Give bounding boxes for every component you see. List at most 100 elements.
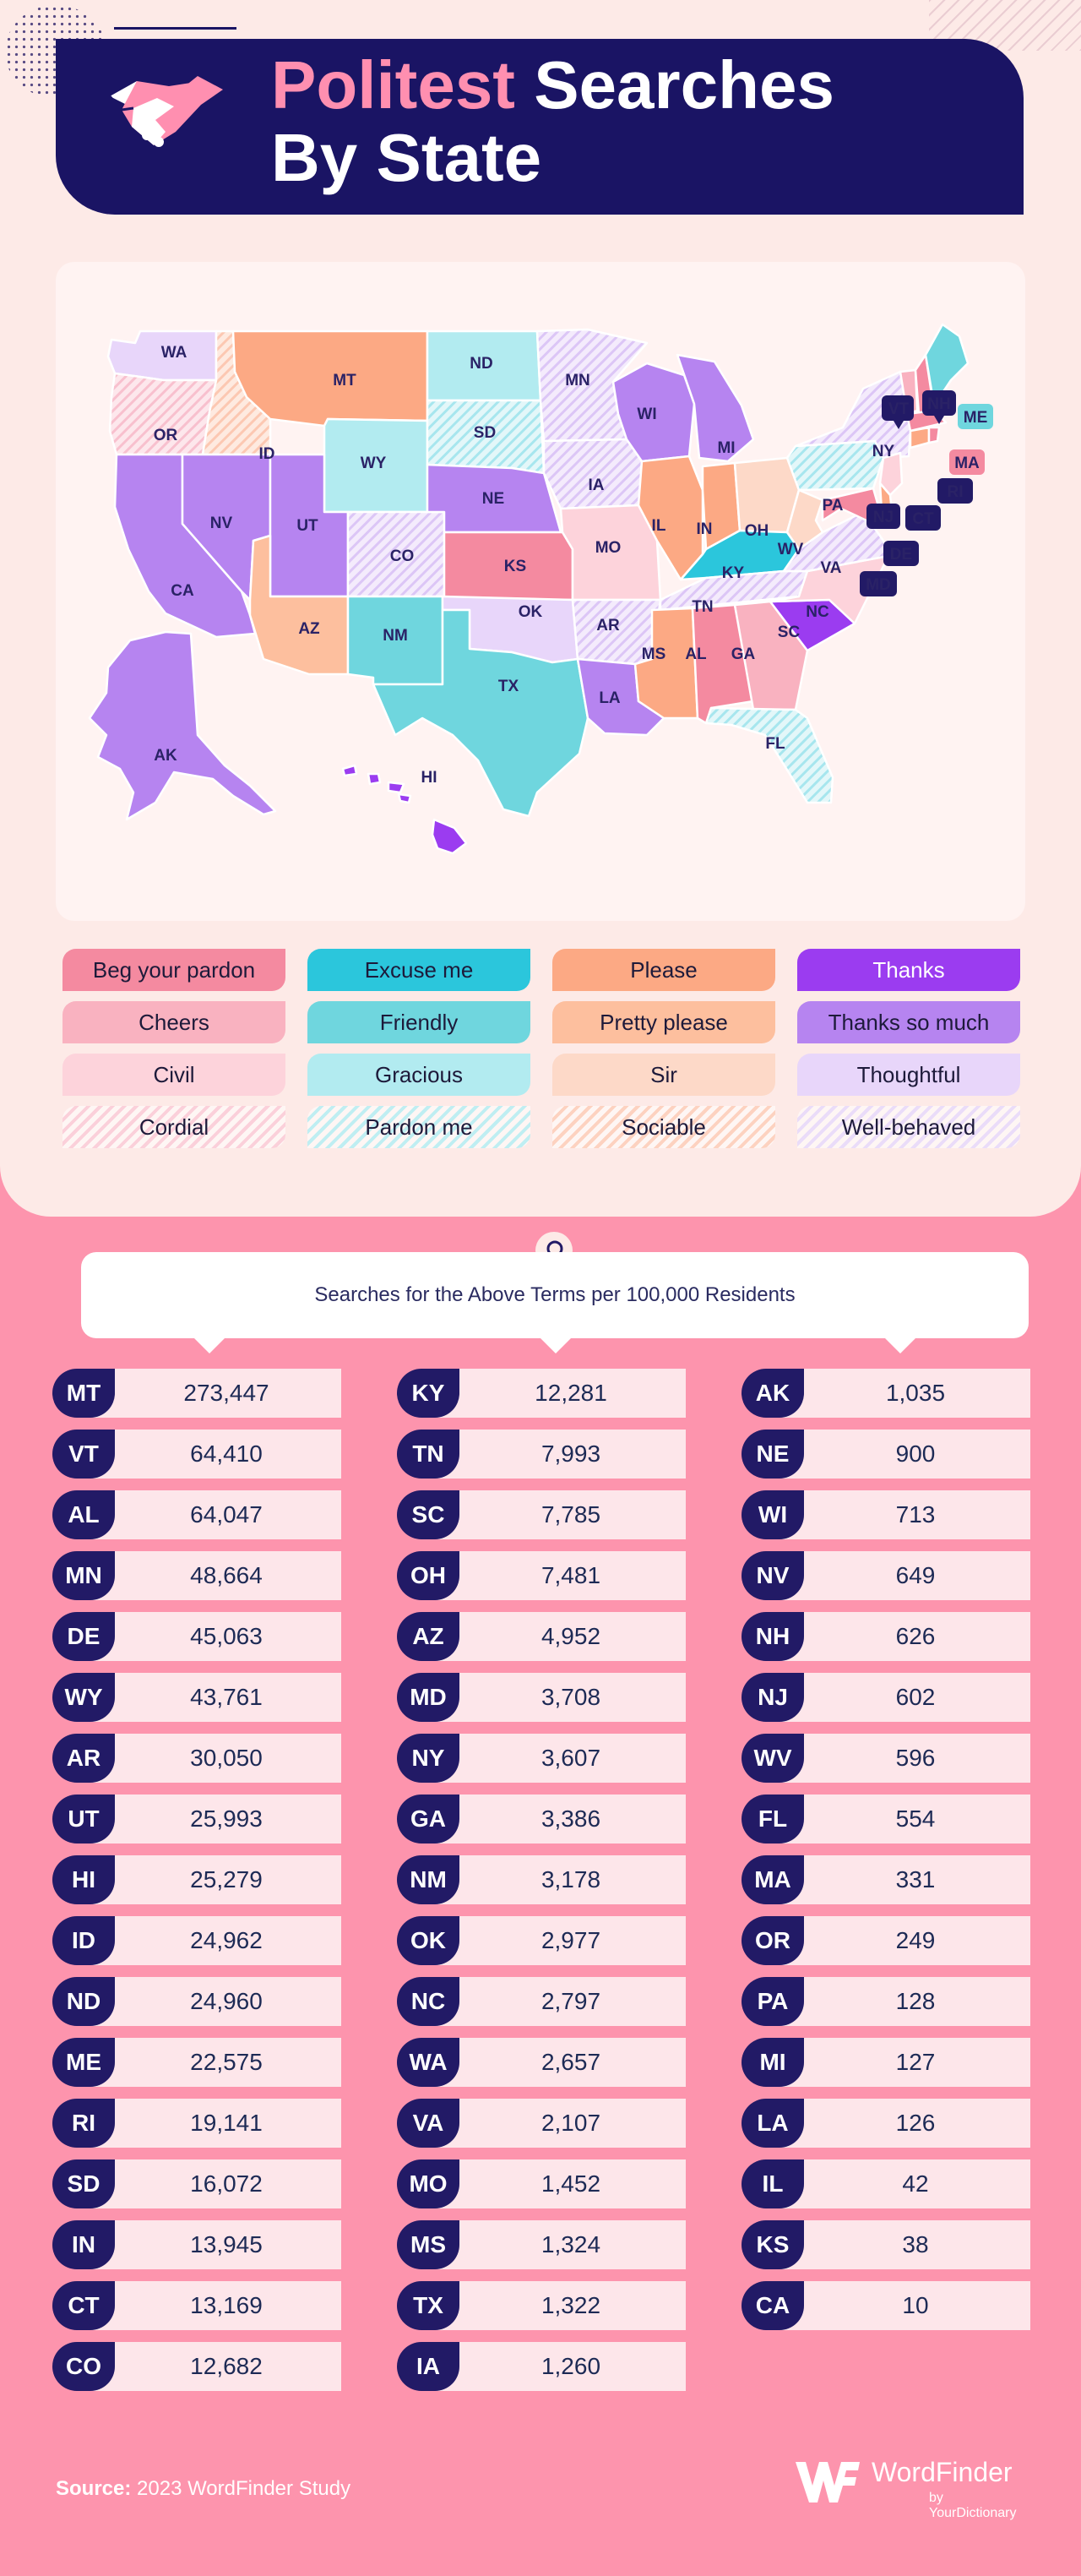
ranking-row: 16,072 SD: [52, 2159, 341, 2208]
state-ak: [88, 630, 277, 821]
ranking-row: 3,386 GA: [397, 1794, 686, 1844]
ranking-state-badge: ND: [52, 1977, 115, 2026]
legend-item: Pretty please: [552, 1001, 775, 1043]
legend-item: Sir: [552, 1054, 775, 1096]
ranking-row: 3,607 NY: [397, 1734, 686, 1783]
map-label-ma: MA: [954, 455, 980, 472]
map-label-nh: NH: [927, 395, 950, 413]
ranking-row: 64,047 AL: [52, 1490, 341, 1539]
page-title: Politest Searches By State: [271, 49, 834, 194]
map-label-ky: KY: [722, 564, 745, 582]
map-label-ms: MS: [642, 645, 666, 663]
ranking-row: 273,447 MT: [52, 1369, 341, 1418]
ranking-state-badge: MA: [741, 1855, 804, 1904]
map-label-ok: OK: [519, 603, 543, 621]
map-label-tx: TX: [498, 678, 519, 695]
legend-item: Cheers: [62, 1001, 285, 1043]
ranking-value: 128: [775, 1977, 1030, 2026]
ranking-value: 331: [775, 1855, 1030, 1904]
ranking-value: 1,260: [431, 2342, 686, 2391]
ranking-row: 13,945 IN: [52, 2220, 341, 2269]
ranking-state-badge: IN: [52, 2220, 115, 2269]
ranking-state-badge: CO: [52, 2342, 115, 2391]
ranking-row: 2,107 VA: [397, 2099, 686, 2148]
map-label-ct: CT: [912, 510, 934, 528]
ranking-state-badge: CT: [52, 2281, 115, 2330]
state-nj: [878, 451, 904, 497]
map-label-az: AZ: [298, 620, 320, 638]
ranking-row: 596 WV: [741, 1734, 1030, 1783]
ranking-value: 42: [775, 2159, 1030, 2208]
ranking-value: 19,141: [86, 2099, 341, 2148]
ranking-row: 713 WI: [741, 1490, 1030, 1539]
ranking-value: 43,761: [86, 1673, 341, 1722]
ranking-row: 3,178 NM: [397, 1855, 686, 1904]
ranking-value: 13,169: [86, 2281, 341, 2330]
ranking-row: 128 PA: [741, 1977, 1030, 2026]
search-caption-bubble: Searches for the Above Terms per 100,000…: [81, 1252, 1029, 1338]
top-section: Politest Searches By State: [0, 0, 1081, 1217]
legend-item: Well-behaved: [797, 1106, 1020, 1148]
map-label-id: ID: [259, 445, 275, 463]
ranking-value: 602: [775, 1673, 1030, 1722]
map-label-la: LA: [599, 689, 621, 707]
ranking-state-badge: NE: [741, 1430, 804, 1479]
ranking-state-badge: OK: [397, 1916, 459, 1965]
ranking-row: 602 NJ: [741, 1673, 1030, 1722]
ranking-state-badge: TN: [397, 1430, 459, 1479]
ranking-row: 12,682 CO: [52, 2342, 341, 2391]
state-ct: [909, 426, 931, 449]
ranking-state-badge: NC: [397, 1977, 459, 2026]
map-label-va: VA: [821, 559, 842, 577]
map-label-mt: MT: [333, 372, 356, 389]
ranking-state-badge: NV: [741, 1551, 804, 1600]
map-label-pa: PA: [823, 497, 844, 515]
ranking-value: 2,657: [431, 2038, 686, 2087]
legend-item: Pardon me: [307, 1106, 530, 1148]
ranking-state-badge: MN: [52, 1551, 115, 1600]
ranking-state-badge: MO: [397, 2159, 459, 2208]
map-label-ak: AK: [154, 747, 177, 765]
ranking-row: 1,452 MO: [397, 2159, 686, 2208]
state-mi: [676, 353, 755, 463]
decorative-line: [114, 27, 236, 30]
state-fl: [704, 706, 834, 804]
ranking-row: 126 LA: [741, 2099, 1030, 2148]
ranking-value: 64,047: [86, 1490, 341, 1539]
ranking-state-badge: LA: [741, 2099, 804, 2148]
ranking-state-badge: DE: [52, 1612, 115, 1661]
map-label-vt: VT: [888, 400, 910, 418]
map-label-tn: TN: [692, 598, 713, 616]
ranking-row: 2,657 WA: [397, 2038, 686, 2087]
ranking-state-badge: MI: [741, 2038, 804, 2087]
map-label-al: AL: [685, 645, 707, 663]
map-label-oh: OH: [745, 522, 769, 540]
ranking-row: 2,977 OK: [397, 1916, 686, 1965]
ranking-value: 48,664: [86, 1551, 341, 1600]
map-label-wv: WV: [778, 541, 804, 558]
bubble-tail-right: [882, 1335, 919, 1353]
ranking-row: 22,575 ME: [52, 2038, 341, 2087]
ranking-row: 25,993 UT: [52, 1794, 341, 1844]
map-label-ar: AR: [596, 617, 620, 634]
ranking-row: 43,761 WY: [52, 1673, 341, 1722]
ranking-state-badge: MS: [397, 2220, 459, 2269]
source-text: 2023 WordFinder Study: [137, 2477, 351, 2500]
ranking-state-badge: NM: [397, 1855, 459, 1904]
map-label-de: DE: [890, 546, 912, 564]
legend-item: Civil: [62, 1054, 285, 1096]
ranking-row: 4,952 AZ: [397, 1612, 686, 1661]
ranking-value: 2,977: [431, 1916, 686, 1965]
ranking-row: 554 FL: [741, 1794, 1030, 1844]
map-label-wa: WA: [161, 344, 187, 362]
ranking-state-badge: AR: [52, 1734, 115, 1783]
ranking-state-badge: WA: [397, 2038, 459, 2087]
ranking-value: 7,993: [431, 1430, 686, 1479]
map-label-ne: NE: [482, 490, 504, 508]
ranking-row: 24,962 ID: [52, 1916, 341, 1965]
map-label-me: ME: [964, 409, 988, 427]
ranking-value: 7,481: [431, 1551, 686, 1600]
ranking-state-badge: GA: [397, 1794, 459, 1844]
ranking-value: 16,072: [86, 2159, 341, 2208]
ranking-state-badge: AL: [52, 1490, 115, 1539]
